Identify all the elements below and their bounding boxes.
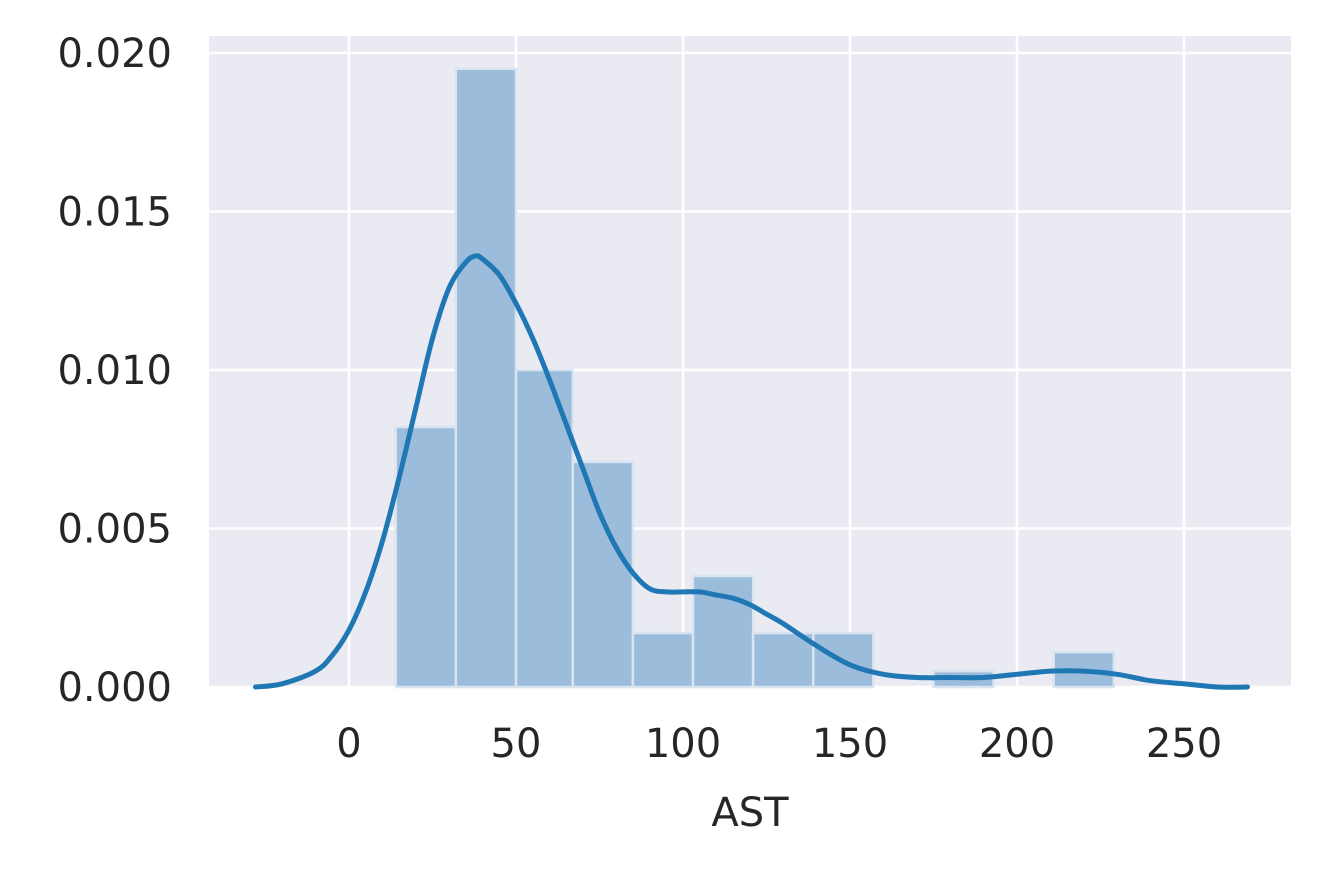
x-tick-label: 0 (336, 721, 361, 767)
x-tick-label: 150 (812, 721, 888, 767)
y-tick-label: 0.015 (57, 190, 172, 236)
x-tick-label: 50 (491, 721, 542, 767)
y-axis-ticks: 0.000 0.005 0.010 0.015 0.020 (57, 31, 172, 711)
kde-curve (253, 253, 1250, 690)
y-tick-label: 0.000 (57, 665, 172, 711)
x-tick-label: 200 (979, 721, 1055, 767)
kde-curve-group (253, 253, 1250, 690)
histogram-bar (454, 67, 518, 689)
histogram-bar (394, 425, 458, 689)
y-tick-label: 0.010 (57, 348, 172, 394)
histogram-bar (631, 631, 695, 689)
x-tick-label: 100 (645, 721, 721, 767)
y-tick-label: 0.005 (57, 507, 172, 553)
histogram-bars (394, 67, 1116, 689)
x-tick-label: 250 (1146, 721, 1222, 767)
histogram-bar (571, 460, 635, 689)
histogram-bar (751, 631, 815, 689)
y-tick-label: 0.020 (57, 31, 172, 77)
x-axis-label: AST (711, 790, 789, 836)
x-axis-ticks: 0 50 100 150 200 250 (336, 721, 1222, 767)
